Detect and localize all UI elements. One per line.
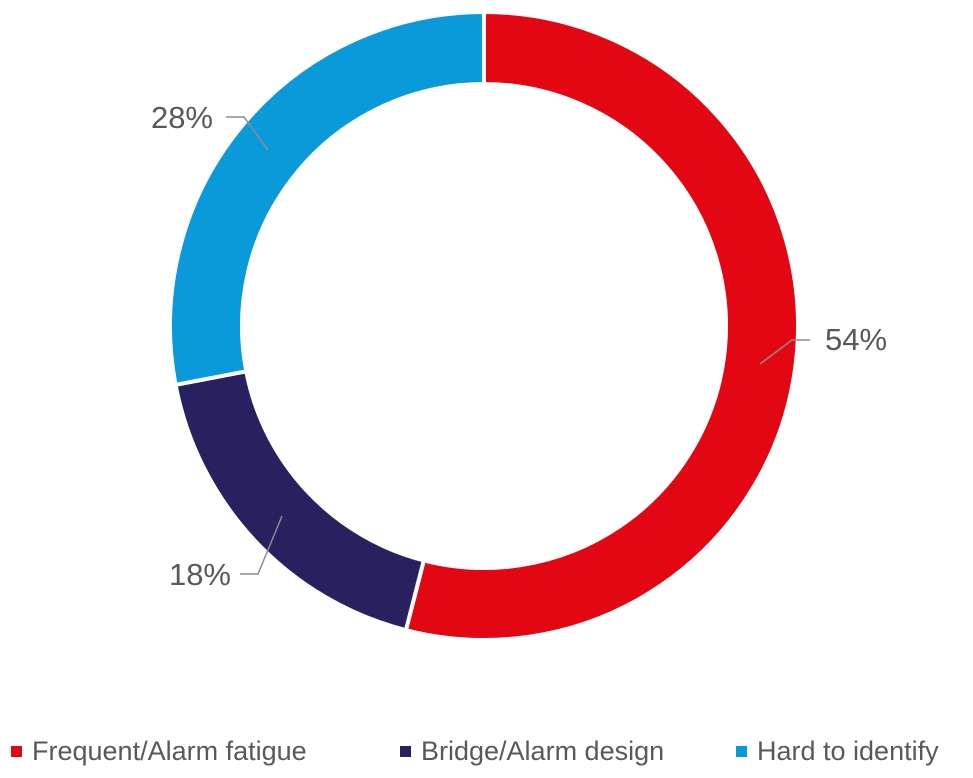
legend-label-frequent-alarm-fatigue: Frequent/Alarm fatigue xyxy=(32,736,307,766)
legend-item-hard-to-identify: Hard to identify xyxy=(736,736,939,767)
legend-swatch-bridge-alarm-design xyxy=(400,746,411,757)
donut-slice-hard-to-identify xyxy=(168,9,486,388)
leader-line-frequent-alarm-fatigue xyxy=(759,339,810,365)
legend-swatch-hard-to-identify xyxy=(736,746,747,757)
legend-item-frequent-alarm-fatigue: Frequent/Alarm fatigue xyxy=(11,736,307,767)
data-label-bridge-alarm-design: 18% xyxy=(169,557,231,592)
legend-label-hard-to-identify: Hard to identify xyxy=(757,736,939,766)
donut-chart: 54% 18% 28% xyxy=(150,9,888,642)
data-label-frequent-alarm-fatigue: 54% xyxy=(825,322,887,357)
data-label-hard-to-identify: 28% xyxy=(151,100,213,135)
legend-label-bridge-alarm-design: Bridge/Alarm design xyxy=(421,736,665,766)
leader-line-hard-to-identify xyxy=(226,116,269,151)
donut-slice-frequent-alarm-fatigue xyxy=(403,9,800,642)
legend-swatch-frequent-alarm-fatigue xyxy=(11,746,22,757)
leader-line-bridge-alarm-design xyxy=(240,515,283,575)
legend-item-bridge-alarm-design: Bridge/Alarm design xyxy=(400,736,664,767)
legend: Frequent/Alarm fatigue Bridge/Alarm desi… xyxy=(0,728,973,768)
